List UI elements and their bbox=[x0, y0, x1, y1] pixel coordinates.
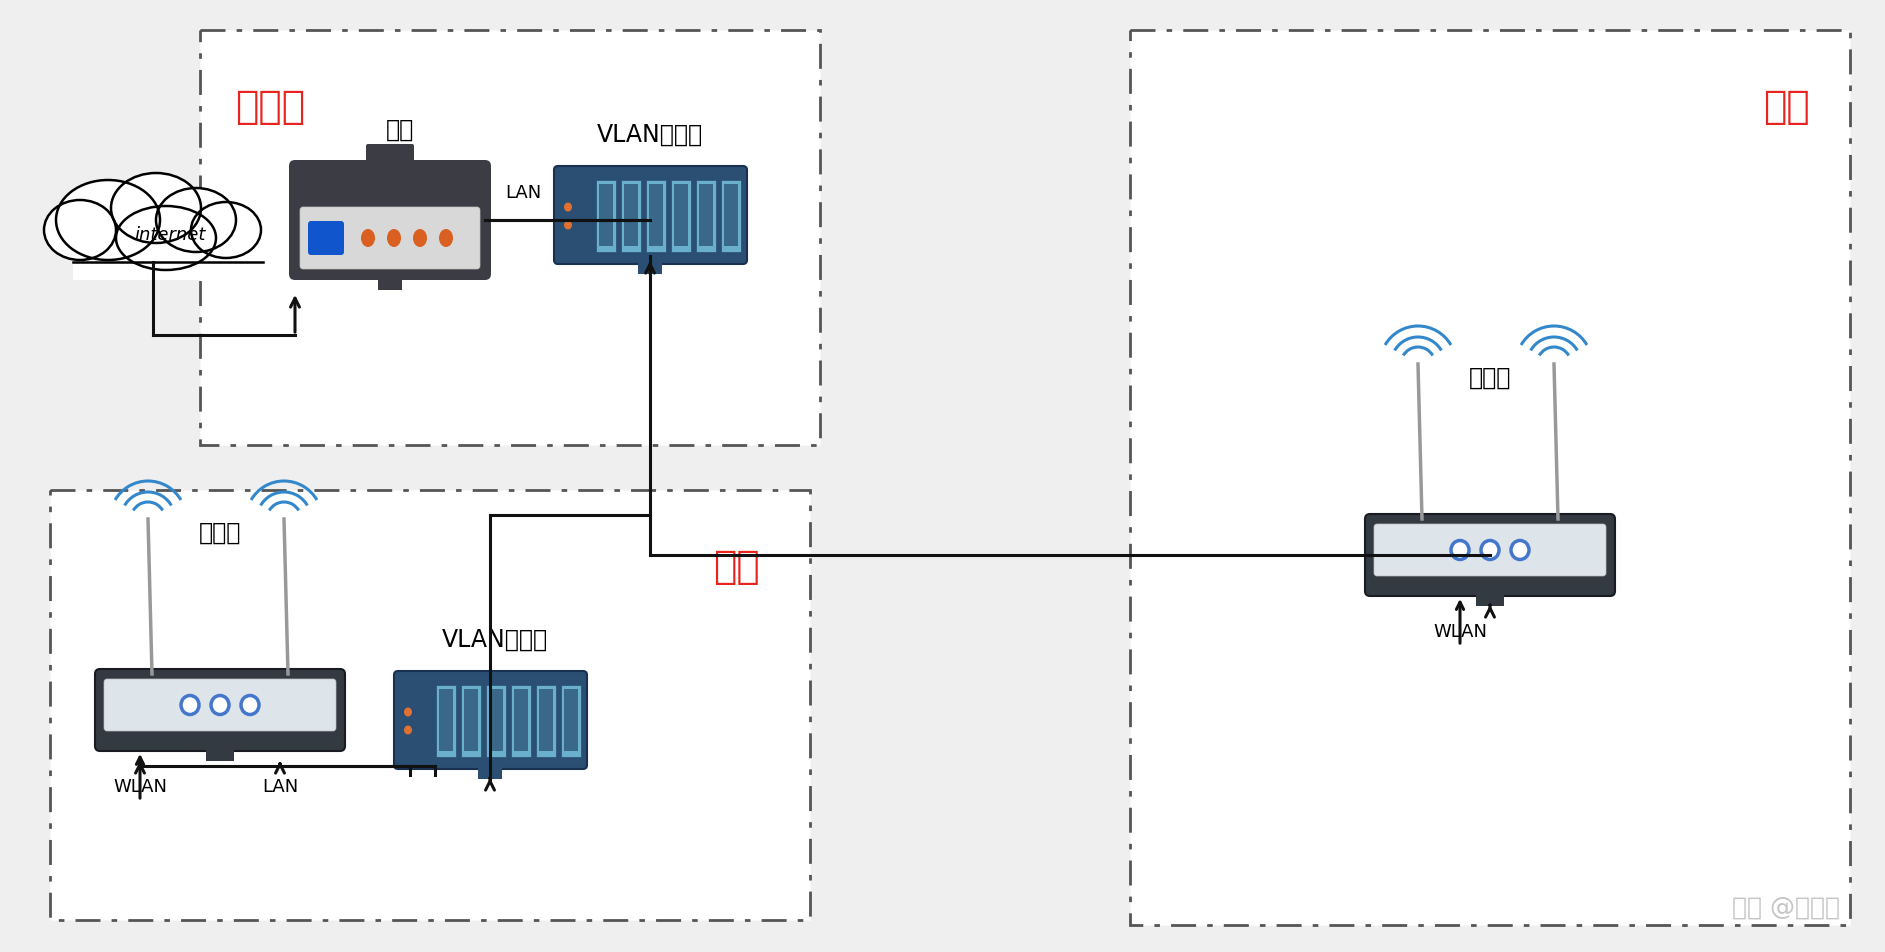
Text: internet: internet bbox=[134, 226, 205, 244]
FancyBboxPatch shape bbox=[562, 685, 581, 757]
Text: 房间: 房间 bbox=[1762, 88, 1810, 126]
FancyBboxPatch shape bbox=[620, 180, 641, 252]
FancyBboxPatch shape bbox=[300, 207, 481, 269]
Text: 客厅: 客厅 bbox=[713, 548, 760, 586]
Ellipse shape bbox=[43, 200, 117, 260]
Bar bbox=[439, 689, 452, 751]
FancyBboxPatch shape bbox=[435, 685, 456, 757]
Ellipse shape bbox=[1451, 541, 1468, 560]
Text: 主路由: 主路由 bbox=[198, 521, 241, 545]
FancyBboxPatch shape bbox=[366, 144, 415, 170]
Bar bbox=[1476, 591, 1504, 606]
Bar bbox=[479, 765, 501, 779]
FancyBboxPatch shape bbox=[671, 180, 692, 252]
Text: 光猫: 光猫 bbox=[386, 118, 415, 142]
FancyBboxPatch shape bbox=[94, 669, 345, 751]
Ellipse shape bbox=[564, 221, 571, 229]
Bar bbox=[624, 184, 637, 246]
Ellipse shape bbox=[386, 229, 402, 247]
FancyBboxPatch shape bbox=[307, 221, 343, 255]
Bar bbox=[205, 746, 234, 761]
Ellipse shape bbox=[241, 696, 258, 715]
Ellipse shape bbox=[403, 707, 413, 717]
Ellipse shape bbox=[211, 696, 228, 715]
FancyBboxPatch shape bbox=[288, 160, 490, 280]
Bar bbox=[464, 689, 479, 751]
Text: LAN: LAN bbox=[505, 184, 541, 202]
Ellipse shape bbox=[413, 229, 428, 247]
Ellipse shape bbox=[156, 188, 236, 252]
Ellipse shape bbox=[1482, 541, 1499, 560]
FancyBboxPatch shape bbox=[596, 180, 616, 252]
Ellipse shape bbox=[362, 229, 375, 247]
Bar bbox=[539, 689, 552, 751]
FancyBboxPatch shape bbox=[554, 166, 746, 264]
Bar bbox=[379, 274, 402, 290]
Bar bbox=[564, 689, 579, 751]
FancyBboxPatch shape bbox=[535, 685, 556, 757]
Ellipse shape bbox=[439, 229, 452, 247]
FancyBboxPatch shape bbox=[720, 180, 741, 252]
Text: VLAN交换机: VLAN交换机 bbox=[598, 123, 703, 147]
Bar bbox=[75, 240, 260, 265]
Text: WLAN: WLAN bbox=[1433, 623, 1487, 641]
Text: 弱电笱: 弱电笱 bbox=[236, 88, 305, 126]
Text: 副路由: 副路由 bbox=[1468, 366, 1512, 390]
Ellipse shape bbox=[181, 696, 200, 715]
Text: WLAN: WLAN bbox=[113, 778, 168, 796]
FancyBboxPatch shape bbox=[1374, 524, 1606, 576]
Bar bbox=[675, 184, 688, 246]
Bar bbox=[51, 490, 811, 920]
Bar bbox=[724, 184, 739, 246]
Bar bbox=[1129, 30, 1849, 925]
Ellipse shape bbox=[190, 202, 260, 258]
Text: 知乎 @老宅男: 知乎 @老宅男 bbox=[1732, 896, 1840, 920]
Bar bbox=[637, 260, 662, 274]
FancyBboxPatch shape bbox=[486, 685, 505, 757]
Text: VLAN交换机: VLAN交换机 bbox=[441, 628, 549, 652]
Ellipse shape bbox=[1512, 541, 1529, 560]
FancyBboxPatch shape bbox=[647, 180, 665, 252]
FancyBboxPatch shape bbox=[1365, 514, 1615, 596]
Ellipse shape bbox=[57, 180, 160, 260]
Bar bbox=[699, 184, 713, 246]
FancyBboxPatch shape bbox=[511, 685, 532, 757]
Ellipse shape bbox=[403, 725, 413, 735]
Bar bbox=[74, 250, 273, 280]
Ellipse shape bbox=[111, 173, 202, 243]
Bar bbox=[599, 184, 613, 246]
FancyBboxPatch shape bbox=[104, 679, 336, 731]
Text: LAN: LAN bbox=[262, 778, 298, 796]
FancyBboxPatch shape bbox=[696, 180, 716, 252]
Ellipse shape bbox=[564, 203, 571, 211]
FancyBboxPatch shape bbox=[462, 685, 481, 757]
Bar bbox=[488, 689, 503, 751]
Bar bbox=[648, 184, 664, 246]
Bar bbox=[200, 30, 820, 445]
FancyBboxPatch shape bbox=[394, 671, 586, 769]
Bar bbox=[515, 689, 528, 751]
Ellipse shape bbox=[117, 206, 217, 270]
